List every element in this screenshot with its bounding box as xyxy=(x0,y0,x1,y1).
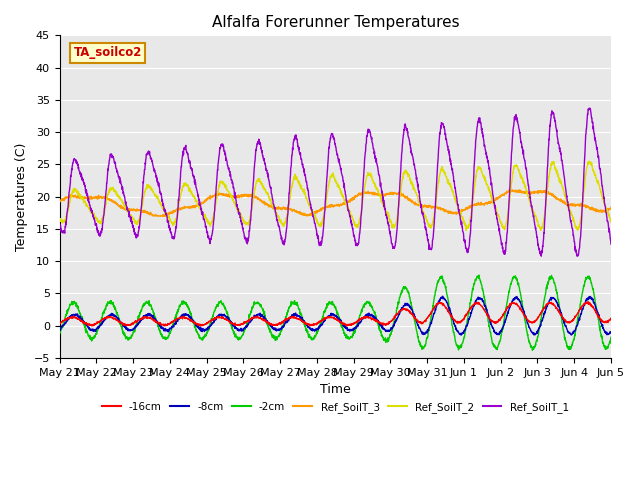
Legend: -16cm, -8cm, -2cm, Ref_SoilT_3, Ref_SoilT_2, Ref_SoilT_1: -16cm, -8cm, -2cm, Ref_SoilT_3, Ref_Soil… xyxy=(98,398,573,417)
Y-axis label: Temperatures (C): Temperatures (C) xyxy=(15,143,28,251)
Text: TA_soilco2: TA_soilco2 xyxy=(74,46,142,60)
Title: Alfalfa Forerunner Temperatures: Alfalfa Forerunner Temperatures xyxy=(211,15,459,30)
X-axis label: Time: Time xyxy=(320,383,351,396)
